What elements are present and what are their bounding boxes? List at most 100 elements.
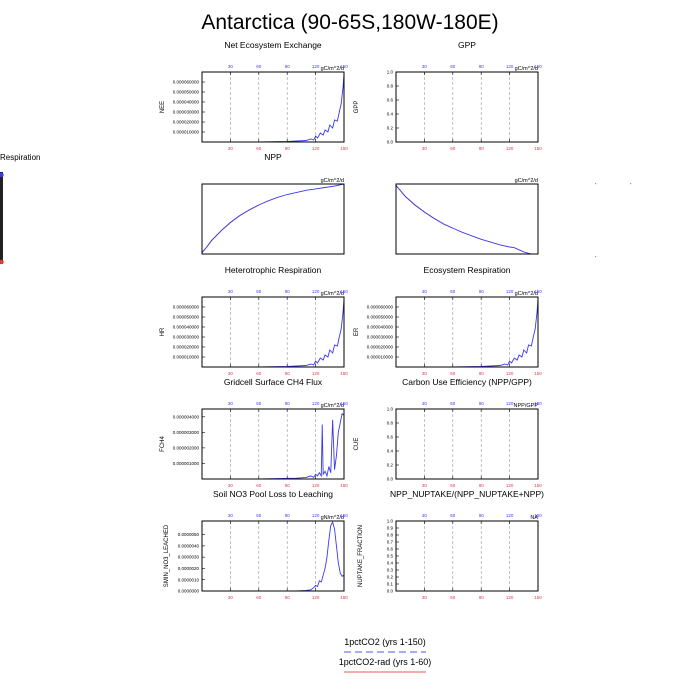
panel-title: Gridcell Surface CH4 Flux: [224, 377, 323, 387]
x-tick-label-top: 30: [228, 513, 234, 518]
y-tick-label: 0.6: [387, 435, 394, 440]
x-tick-label-top: 120: [506, 513, 514, 518]
x-tick-label-bottom: 30: [228, 146, 234, 151]
x-tick-label-top: 30: [422, 64, 428, 69]
fragment-marker-red: [0, 259, 4, 265]
chart-panel-5: Heterotrophic Respiration gC/m^2/d 30 30 60 6…: [160, 265, 348, 376]
plot-frame: [395, 71, 539, 143]
series-line-1: [202, 412, 344, 479]
x-tick-label-top: 30: [228, 289, 234, 294]
x-tick-label-top: 120: [506, 289, 514, 294]
x-tick-label-bottom: 90: [479, 146, 485, 151]
x-tick-label-bottom: 60: [450, 595, 456, 600]
x-tick-label-bottom: 120: [506, 483, 514, 488]
y-tick-label: 0.000040000: [367, 325, 394, 330]
y-tick-label: 0.0000040: [178, 543, 200, 548]
x-tick-label-bottom: 90: [479, 371, 485, 376]
panel-title: NPP_NUPTAKE/(NPP_NUPTAKE+NPP): [390, 489, 544, 499]
x-tick-label-bottom: 120: [312, 595, 320, 600]
y-axis-label: HR: [160, 327, 166, 336]
x-tick-label-bottom: 60: [450, 146, 456, 151]
panel-title: Net Ecosystem Exchange: [224, 40, 322, 50]
x-tick-label-bottom: 90: [479, 595, 485, 600]
x-tick-label-bottom: 30: [228, 371, 234, 376]
y-tick-label: 0.000050000: [173, 90, 200, 95]
legend-label: 1pctCO2 (yrs 1-150): [344, 637, 426, 647]
y-tick-label: 0.000002000: [173, 445, 200, 450]
x-tick-label-top: 120: [312, 401, 320, 406]
y-tick-label: 0.000020000: [173, 345, 200, 350]
x-tick-label-top: 30: [228, 401, 234, 406]
x-tick-label-bottom: 120: [506, 595, 514, 600]
x-tick-label-top: 60: [450, 64, 456, 69]
units-label: gC/m^2/d: [321, 178, 344, 184]
x-tick-label-top: 60: [256, 64, 262, 69]
y-tick-label: 0.4: [387, 561, 394, 566]
plot-frame: [395, 296, 539, 368]
x-tick-label-top: 60: [256, 401, 262, 406]
x-tick-label-top: 30: [228, 64, 234, 69]
y-axis-label: ER: [354, 327, 360, 336]
x-tick-label-bottom: 90: [285, 146, 291, 151]
panel-title: Heterotrophic Respiration: [225, 265, 322, 275]
x-tick-label-top: 150: [340, 289, 348, 294]
units-label: NPP/GPP: [514, 403, 539, 409]
panel-title: NPP: [264, 152, 282, 162]
x-tick-label-top: 90: [285, 289, 291, 294]
x-tick-label-top: 120: [312, 64, 320, 69]
y-tick-label: 0.2: [387, 126, 394, 131]
y-tick-label: 0.5: [387, 554, 394, 559]
x-tick-label-bottom: 60: [256, 483, 262, 488]
y-tick-label: 0.000001000: [173, 461, 200, 466]
x-tick-label-bottom: 30: [228, 595, 234, 600]
stray-dot: [595, 183, 597, 185]
y-tick-label: 0.000060000: [173, 305, 200, 310]
y-axis-label: NUPTAKE_FRACTION: [358, 525, 364, 587]
y-tick-label: 1.0: [387, 70, 394, 75]
series-line-1: [202, 298, 344, 367]
x-tick-label-top: 90: [479, 289, 485, 294]
fragment-marker-blue: [0, 172, 4, 178]
y-tick-label: 0.2: [387, 575, 394, 580]
y-tick-label: 0.000040000: [173, 325, 200, 330]
plot-frame: [201, 183, 345, 255]
x-tick-label-top: 120: [506, 401, 514, 406]
y-axis-label: NEE: [160, 101, 166, 113]
x-tick-label-bottom: 120: [506, 371, 514, 376]
y-tick-label: 0.000030000: [367, 335, 394, 340]
x-tick-label-bottom: 120: [312, 371, 320, 376]
x-tick-label-top: 150: [534, 513, 542, 518]
y-tick-label: 0.000020000: [367, 345, 394, 350]
stray-dot: [630, 183, 632, 185]
plot-frame: [201, 520, 345, 592]
y-tick-label: 0.000050000: [367, 315, 394, 320]
x-tick-label-top: 30: [422, 401, 428, 406]
chart-panel-3: NPP gC/m^2/d: [201, 152, 345, 255]
fragment-bar: [0, 172, 3, 264]
x-tick-label-top: 150: [534, 289, 542, 294]
y-tick-label: 0.9: [387, 526, 394, 531]
plot-frame: [395, 408, 539, 480]
x-tick-label-top: 30: [422, 289, 428, 294]
series-line-2: [396, 185, 534, 254]
y-tick-label: 0.000010000: [173, 130, 200, 135]
y-tick-label: 0.6: [387, 547, 394, 552]
y-tick-label: 0.000030000: [173, 110, 200, 115]
x-tick-label-top: 60: [256, 289, 262, 294]
x-tick-label-bottom: 120: [312, 146, 320, 151]
x-tick-label-bottom: 150: [534, 371, 542, 376]
x-tick-label-top: 90: [479, 64, 485, 69]
x-tick-label-bottom: 30: [422, 595, 428, 600]
y-tick-label: 0.0: [387, 477, 394, 482]
chart-panel-1: Net Ecosystem Exchange gC/m^2/d 30 30 60 60 90…: [160, 40, 348, 151]
x-tick-label-bottom: 90: [285, 595, 291, 600]
x-tick-label-top: 60: [256, 513, 262, 518]
x-tick-label-bottom: 150: [534, 595, 542, 600]
y-tick-label: 0.000050000: [173, 315, 200, 320]
y-tick-label: 0.000060000: [173, 80, 200, 85]
y-tick-label: 0.0000050: [178, 532, 200, 537]
x-tick-label-bottom: 120: [312, 483, 320, 488]
series-line-1: [396, 185, 453, 229]
y-tick-label: 0.0000010: [178, 577, 200, 582]
y-tick-label: 0.0: [387, 140, 394, 145]
